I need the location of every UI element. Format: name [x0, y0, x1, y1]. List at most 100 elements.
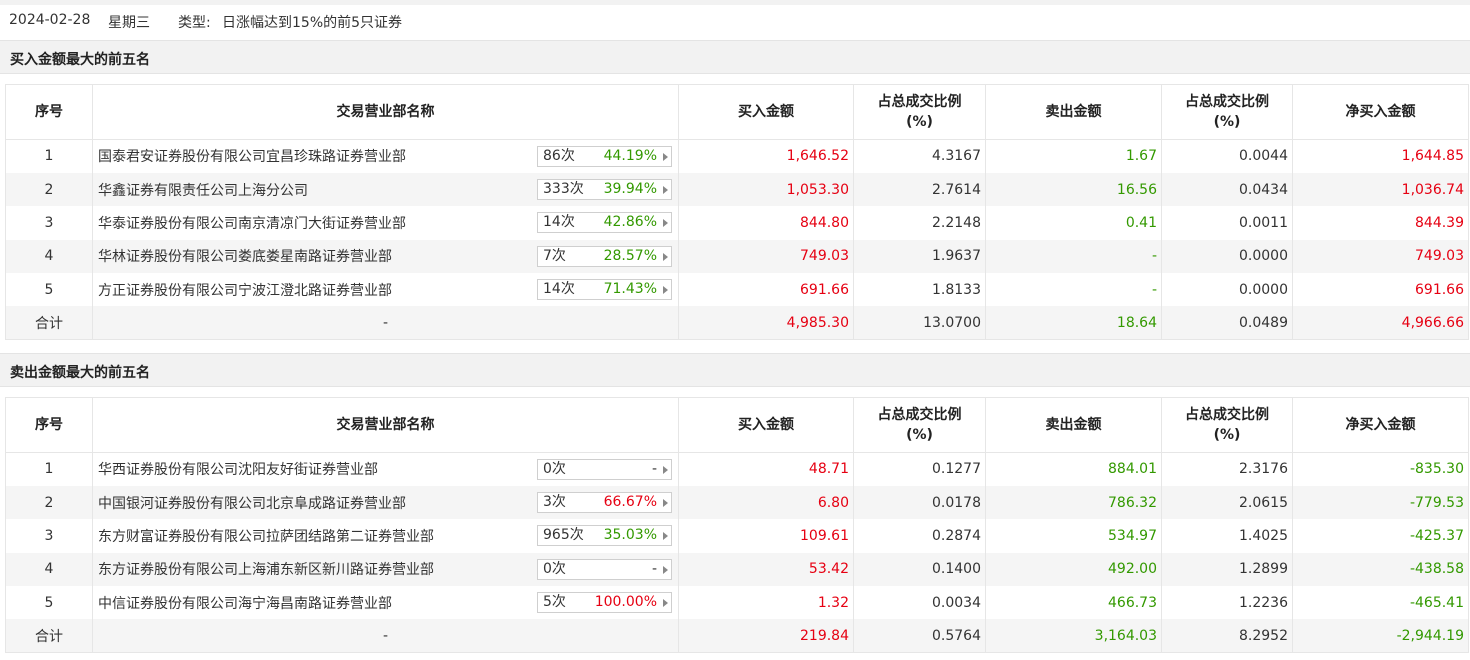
total-row: 合计 -4,985.30 13.0700 18.64 0.0489 4,966.66 [5, 306, 1469, 340]
broker-stats-badge[interactable]: 14次 71.43% [537, 279, 672, 301]
broker-name[interactable]: 华林证券股份有限公司娄底娄星南路证券营业部 [98, 249, 392, 266]
row-index: 2 [5, 172, 93, 207]
broker-stats-badge[interactable]: 3次 66.67% [537, 491, 672, 513]
table-row: 1 国泰君安证券股份有限公司宜昌珍珠路证券营业部 86次 44.19% 1,646.52… [5, 139, 1469, 173]
table-header-row: 序号 交易营业部名称 买入金额 占总成交比例 (%) 卖出金额 占总成交比例 (%)… [5, 397, 1469, 453]
success-rate: 66.67% [603, 493, 657, 510]
broker-name[interactable]: 华泰证券股份有限公司南京清凉门大街证券营业部 [98, 215, 406, 232]
broker-name[interactable]: 中国银河证券股份有限公司北京阜成路证券营业部 [98, 495, 406, 512]
sell-ratio: 2.0615 [1161, 485, 1293, 520]
col-buy: 买入金额 [678, 397, 854, 453]
chevron-right-icon[interactable] [663, 565, 668, 574]
col-sell-pct: 占总成交比例 (%) [1161, 397, 1293, 453]
broker-stats-badge[interactable]: 14次 42.86% [537, 212, 672, 234]
chevron-right-icon[interactable] [663, 532, 668, 541]
success-rate: 44.19% [603, 148, 657, 164]
broker-name-cell: 中国银河证券股份有限公司北京阜成路证券营业部 3次 66.67% [92, 485, 679, 520]
success-rate: 39.94% [603, 180, 657, 197]
buy-ratio: 2.2148 [853, 206, 986, 240]
chevron-right-icon[interactable] [663, 252, 668, 261]
broker-stats-badge[interactable]: 86次 44.19% [537, 146, 672, 167]
appearance-count: 14次 [543, 214, 575, 231]
broker-name-cell: 方正证券股份有限公司宁波江澄北路证券营业部 14次 71.43% [92, 273, 679, 307]
buy-amount: 109.61 [678, 519, 854, 553]
chevron-right-icon[interactable] [663, 153, 668, 161]
chevron-right-icon[interactable] [663, 219, 668, 228]
broker-name[interactable]: 东方证券股份有限公司上海浦东新区新川路证券营业部 [98, 562, 434, 579]
sell-amount: 466.73 [985, 586, 1162, 620]
buy-amount: 749.03 [678, 239, 854, 274]
appearance-count: 3次 [543, 493, 566, 510]
success-rate: 71.43% [603, 281, 657, 298]
net-buy-amount: -835.30 [1292, 452, 1469, 486]
success-rate: 42.86% [603, 214, 657, 231]
success-rate: 28.57% [603, 247, 657, 264]
buy-ratio: 2.7614 [853, 172, 986, 207]
appearance-count: 965次 [543, 527, 584, 544]
row-index: 1 [5, 139, 93, 173]
row-index: 3 [5, 519, 93, 553]
broker-name[interactable]: 华西证券股份有限公司沈阳友好街证券营业部 [98, 462, 378, 479]
broker-stats-badge[interactable]: 7次 28.57% [537, 245, 672, 267]
appearance-count: 333次 [543, 180, 584, 197]
buy-section-title: 买入金额最大的前五名 [10, 52, 150, 68]
appearance-count: 0次 [543, 560, 566, 577]
buy-ratio: 0.1277 [853, 452, 986, 486]
col-net: 净买入金额 [1292, 84, 1469, 140]
table-row: 2 华鑫证券有限责任公司上海分公司 333次 39.94% 1,053.30 2.7614… [5, 172, 1469, 207]
total-buy-ratio: 0.5764 [853, 619, 986, 653]
appearance-count: 5次 [543, 594, 566, 611]
buy-amount: 48.71 [678, 452, 854, 486]
chevron-right-icon[interactable] [663, 466, 668, 474]
sell-ratio: 0.0434 [1161, 172, 1293, 207]
net-buy-amount: 691.66 [1292, 273, 1469, 307]
table-row: 2 中国银河证券股份有限公司北京阜成路证券营业部 3次 66.67% 6.80 0.017… [5, 485, 1469, 520]
buy-amount: 6.80 [678, 485, 854, 520]
broker-name[interactable]: 华鑫证券有限责任公司上海分公司 [98, 182, 308, 199]
buy-amount: 53.42 [678, 552, 854, 587]
table-row: 5 中信证券股份有限公司海宁海昌南路证券营业部 5次 100.00% 1.32 0.003… [5, 586, 1469, 620]
net-buy-amount: -425.37 [1292, 519, 1469, 553]
buy-amount: 1.32 [678, 586, 854, 620]
broker-name[interactable]: 国泰君安证券股份有限公司宜昌珍珠路证券营业部 [98, 149, 406, 166]
broker-name-cell: 中信证券股份有限公司海宁海昌南路证券营业部 5次 100.00% [92, 586, 679, 620]
chevron-right-icon[interactable] [663, 185, 668, 194]
col-buy-pct: 占总成交比例 (%) [853, 397, 986, 453]
col-idx: 序号 [5, 397, 93, 453]
net-buy-amount: -779.53 [1292, 485, 1469, 520]
net-buy-amount: -465.41 [1292, 586, 1469, 620]
chevron-right-icon[interactable] [663, 286, 668, 295]
broker-stats-badge[interactable]: 965次 35.03% [537, 525, 672, 547]
broker-name[interactable]: 中信证券股份有限公司海宁海昌南路证券营业部 [98, 595, 392, 612]
chevron-right-icon[interactable] [663, 498, 668, 507]
buy-ratio: 0.0178 [853, 485, 986, 520]
broker-name[interactable]: 方正证券股份有限公司宁波江澄北路证券营业部 [98, 282, 392, 299]
sell-amount: 786.32 [985, 485, 1162, 520]
sell-ratio: 0.0000 [1161, 273, 1293, 307]
total-net-buy-amount: -2,944.19 [1292, 619, 1469, 653]
broker-stats-badge[interactable]: 333次 39.94% [537, 178, 672, 200]
table-row: 3 东方财富证券股份有限公司拉萨团结路第二证券营业部 965次 35.03% 109.6… [5, 519, 1469, 553]
sell-amount: - [985, 273, 1162, 307]
row-index: 4 [5, 239, 93, 274]
table-row: 4 华林证券股份有限公司娄底娄星南路证券营业部 7次 28.57% 749.03 1.96… [5, 239, 1469, 274]
sell-amount: 1.67 [985, 139, 1162, 173]
row-index: 5 [5, 586, 93, 620]
broker-name[interactable]: 东方财富证券股份有限公司拉萨团结路第二证券营业部 [98, 528, 434, 545]
broker-stats-badge[interactable]: 0次 - [537, 558, 672, 580]
broker-name-cell: 东方证券股份有限公司上海浦东新区新川路证券营业部 0次 - [92, 552, 679, 587]
type-label: 类型: [178, 15, 211, 31]
sell-top5-table: 序号 交易营业部名称 买入金额 占总成交比例 (%) 卖出金额 占总成交比例 (%)… [5, 397, 1469, 654]
sell-ratio: 2.3176 [1161, 452, 1293, 486]
table-row: 5 方正证券股份有限公司宁波江澄北路证券营业部 14次 71.43% 691.66 1.8… [5, 273, 1469, 307]
broker-stats-badge[interactable]: 5次 100.00% [537, 592, 672, 614]
sell-amount: 16.56 [985, 172, 1162, 207]
total-name-placeholder: - [92, 619, 679, 653]
table-row: 3 华泰证券股份有限公司南京清凉门大街证券营业部 14次 42.86% 844.80 2.… [5, 206, 1469, 240]
sell-ratio: 0.0044 [1161, 139, 1293, 173]
broker-stats-badge[interactable]: 0次 - [537, 459, 672, 480]
chevron-right-icon[interactable] [663, 599, 668, 608]
buy-section-header: 买入金额最大的前五名 [0, 40, 1470, 74]
buy-top5-table: 序号 交易营业部名称 买入金额 占总成交比例 (%) 卖出金额 占总成交比例 (%)… [5, 84, 1469, 341]
buy-ratio: 1.8133 [853, 273, 986, 307]
